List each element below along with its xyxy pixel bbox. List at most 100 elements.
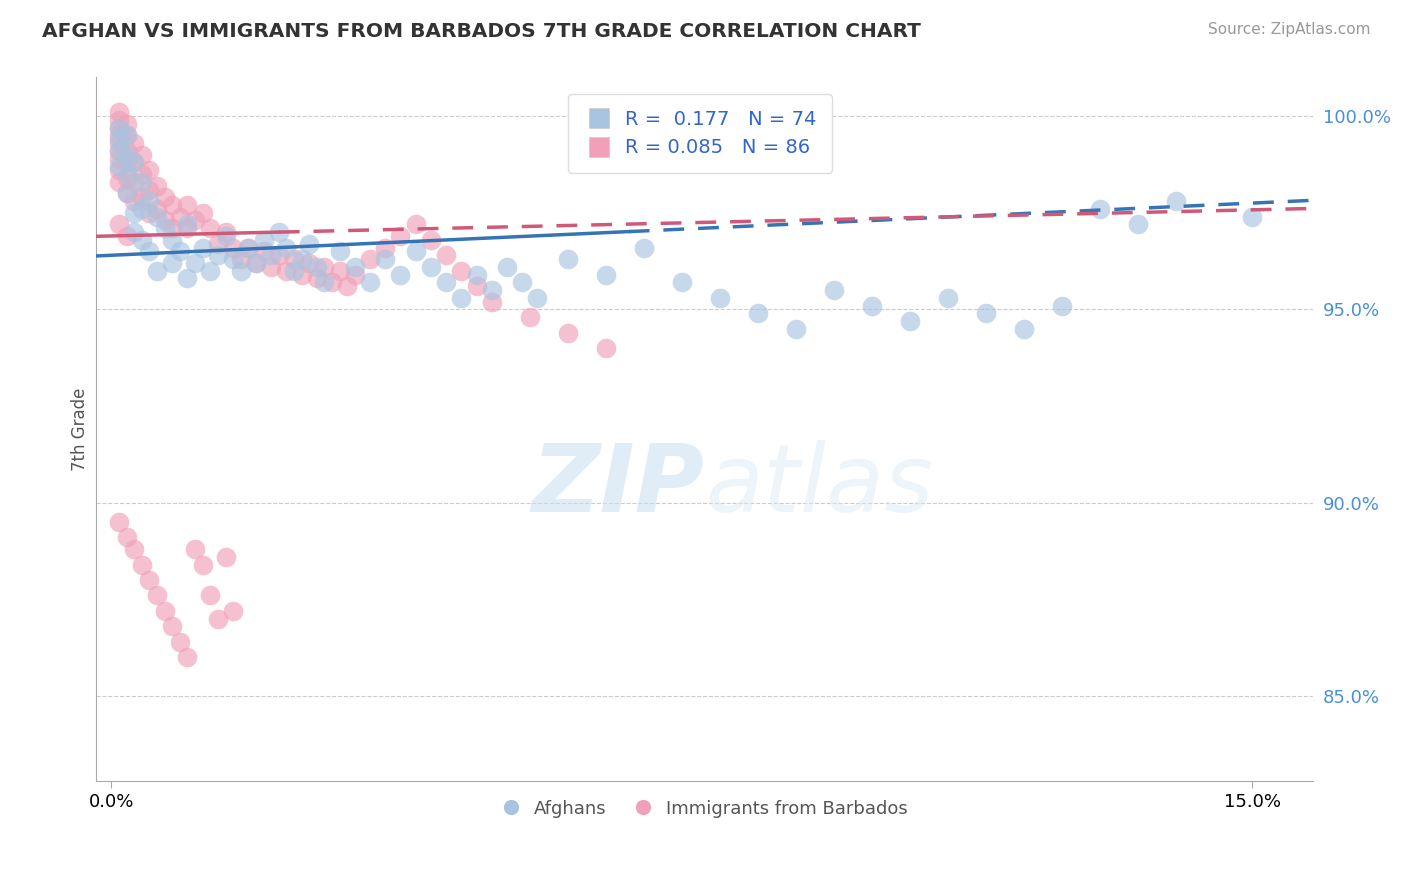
Point [115, 128, 138, 143]
Point [283, 252, 305, 267]
Point [162, 619, 184, 633]
Point [405, 217, 427, 231]
Point [138, 573, 160, 587]
Point [108, 159, 131, 173]
Point [184, 213, 207, 227]
Point [434, 248, 457, 262]
Point [222, 241, 245, 255]
Point [131, 175, 153, 189]
Point [108, 120, 131, 135]
Point [214, 228, 236, 243]
Point [131, 558, 153, 572]
Point [108, 144, 131, 158]
Point [108, 163, 131, 178]
Point [200, 589, 222, 603]
Point [200, 264, 222, 278]
Point [122, 155, 145, 169]
Point [481, 283, 503, 297]
Point [131, 167, 153, 181]
Point [122, 155, 145, 169]
Point [298, 256, 321, 270]
Point [633, 241, 655, 255]
Point [162, 233, 184, 247]
Point [115, 170, 138, 185]
Point [1012, 322, 1035, 336]
Point [200, 221, 222, 235]
Text: Source: ZipAtlas.com: Source: ZipAtlas.com [1208, 22, 1371, 37]
Point [823, 283, 845, 297]
Point [108, 136, 131, 150]
Point [245, 256, 267, 270]
Point [146, 589, 169, 603]
Point [238, 241, 260, 255]
Point [290, 268, 312, 282]
Point [191, 558, 214, 572]
Point [276, 264, 298, 278]
Point [290, 252, 312, 267]
Point [343, 268, 366, 282]
Point [252, 233, 274, 247]
Point [359, 252, 381, 267]
Point [1128, 217, 1150, 231]
Point [496, 260, 519, 274]
Point [122, 225, 145, 239]
Point [115, 186, 138, 201]
Point [169, 210, 191, 224]
Point [122, 175, 145, 189]
Point [214, 549, 236, 564]
Point [131, 233, 153, 247]
Point [108, 120, 131, 135]
Point [115, 155, 138, 169]
Point [314, 260, 336, 274]
Point [153, 190, 176, 204]
Point [785, 322, 807, 336]
Text: ZIP: ZIP [531, 440, 704, 532]
Point [162, 221, 184, 235]
Point [329, 264, 352, 278]
Point [122, 205, 145, 219]
Point [122, 542, 145, 557]
Text: AFGHAN VS IMMIGRANTS FROM BARBADOS 7TH GRADE CORRELATION CHART: AFGHAN VS IMMIGRANTS FROM BARBADOS 7TH G… [42, 22, 921, 41]
Point [321, 276, 343, 290]
Point [747, 306, 769, 320]
Point [1052, 299, 1074, 313]
Point [405, 244, 427, 259]
Point [131, 147, 153, 161]
Point [1241, 210, 1264, 224]
Point [115, 167, 138, 181]
Point [108, 152, 131, 166]
Text: atlas: atlas [704, 440, 934, 531]
Point [108, 515, 131, 529]
Point [1090, 202, 1112, 216]
Point [138, 182, 160, 196]
Point [153, 213, 176, 227]
Point [146, 264, 169, 278]
Point [214, 225, 236, 239]
Point [108, 217, 131, 231]
Point [122, 194, 145, 208]
Point [389, 228, 412, 243]
Point [419, 260, 441, 274]
Point [176, 217, 198, 231]
Point [115, 128, 138, 143]
Point [860, 299, 883, 313]
Point [115, 186, 138, 201]
Point [557, 252, 579, 267]
Point [153, 604, 176, 618]
Point [314, 276, 336, 290]
Legend: Afghans, Immigrants from Barbados: Afghans, Immigrants from Barbados [495, 792, 915, 825]
Point [898, 314, 921, 328]
Point [343, 260, 366, 274]
Point [176, 271, 198, 285]
Point [481, 294, 503, 309]
Point [153, 221, 176, 235]
Point [146, 202, 169, 216]
Point [108, 105, 131, 120]
Point [222, 604, 245, 618]
Point [169, 635, 191, 649]
Point [1166, 194, 1188, 208]
Point [191, 241, 214, 255]
Point [526, 291, 548, 305]
Point [557, 326, 579, 340]
Point [283, 264, 305, 278]
